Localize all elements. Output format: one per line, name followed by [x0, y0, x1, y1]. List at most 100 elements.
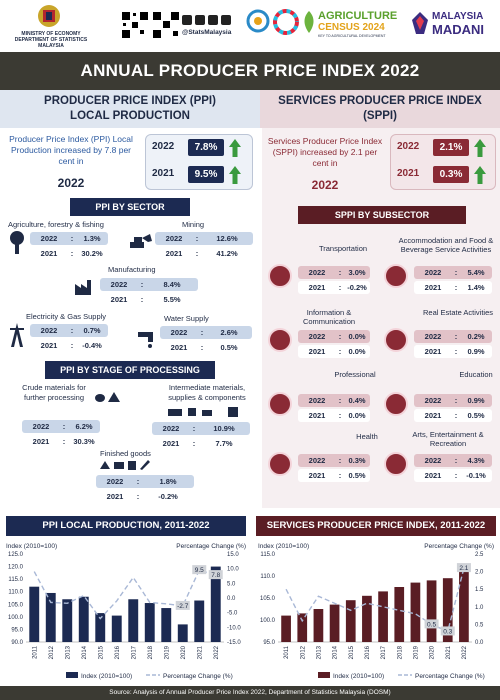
x-tick-label: 2012: [49, 645, 55, 659]
census-title: AGRICULTURE: [318, 10, 398, 22]
stage-crude-label: Crude materials for further processing: [22, 383, 86, 402]
sector-agriculture-2021: 2021:30.2%: [30, 247, 108, 260]
madani-line2: MADANI: [432, 22, 484, 37]
page-header: MINISTRY OF ECONOMY DEPARTMENT OF STATIS…: [0, 0, 500, 52]
subsector-2021: 2021:0.5%: [298, 469, 370, 482]
y-tick-label: 95.0: [11, 627, 23, 633]
finished-goods-icon: [100, 460, 150, 470]
y2-tick-label: 2.5: [475, 552, 484, 558]
stage-crude-2022: 2022:6.2%: [22, 420, 100, 433]
subsector-2022: 2022:5.4%: [414, 266, 492, 279]
bar: [29, 586, 40, 642]
bar: [442, 578, 453, 642]
arrow-up-icon: [229, 166, 241, 184]
bar: [210, 566, 221, 642]
data-label-bg: [208, 570, 223, 580]
sppi-summary-year: 2022: [311, 178, 339, 192]
sppi-chart-title: SERVICES PRODUCER PRICE INDEX, 2011-2022: [256, 516, 496, 536]
stage-intermediate-2022: 2022:10.9%: [152, 422, 250, 435]
logo-icon: [246, 9, 270, 33]
y-tick-label: 115.0: [8, 577, 23, 583]
youtube-icon[interactable]: [221, 15, 231, 25]
x-tick-label: 2011: [32, 645, 38, 659]
sppi-headline-value-2022: 2.1%: [433, 139, 469, 156]
subsector-label: Information & Communication: [302, 308, 356, 326]
bar: [394, 587, 405, 642]
subsector-2021: 2021: -0.2%: [298, 281, 370, 294]
qr-code-icon: [152, 11, 180, 39]
subsector-label: Transportation: [318, 244, 368, 253]
x-tick-label: 2021: [446, 645, 452, 659]
sector-mining-2022: 2022:12.6%: [155, 232, 253, 245]
ppi-headline-year-2022: 2022: [152, 141, 175, 152]
legend-line-label: Percentage Change (%): [415, 673, 485, 680]
census-sub: CENSUS 2024: [318, 22, 385, 33]
x-tick-label: 2015: [349, 645, 355, 659]
bar: [362, 595, 372, 642]
data-label-bg: [424, 619, 439, 629]
intermediate-materials-icon: [168, 407, 238, 417]
x-tick-label: 2017: [381, 645, 387, 659]
x-tick-label: 2020: [430, 645, 436, 659]
ppi-heading-line2: LOCAL PRODUCTION: [70, 110, 190, 122]
subsector-label: Accommodation and Food & Beverage Servic…: [398, 236, 494, 254]
ppi-stage-title: PPI BY STAGE OF PROCESSING: [45, 361, 215, 379]
y2-tick-label: 0.0: [475, 640, 484, 646]
y2-tick-label: -10.0: [227, 625, 241, 631]
x-tick-label: 2014: [82, 645, 88, 659]
x-icon[interactable]: [208, 15, 218, 25]
sector-water-label: Water Supply: [164, 314, 209, 323]
subsector-2022: 2022:0.0%: [298, 330, 370, 343]
social-handle[interactable]: @StatsMalaysia: [182, 29, 232, 36]
y2-tick-label: 1.0: [475, 605, 484, 611]
y2-tick-label: -15.0: [227, 640, 241, 646]
facebook-icon[interactable]: [195, 15, 205, 25]
y2-tick-label: 0.5: [475, 622, 484, 628]
sppi-headline-year-2021: 2021: [397, 168, 420, 179]
x-tick-label: 2013: [65, 645, 71, 659]
ppi-headline-year-2021: 2021: [152, 168, 175, 179]
census-tag: KEY TO AGRICULTURAL DEVELOPMENT: [318, 34, 386, 38]
data-label-bg: [440, 626, 455, 636]
subsector-2022: 2022:0.3%: [298, 454, 370, 467]
sppi-headline-year-2022: 2022: [397, 141, 420, 152]
series-line: [33, 569, 216, 620]
social-icons: [182, 15, 231, 25]
y-tick-label: 110.0: [260, 574, 275, 580]
data-label: -2.7: [177, 603, 189, 610]
subsector-2021: 2021:1.4%: [414, 281, 492, 294]
sector-mining-label: Mining: [182, 220, 205, 229]
bar: [95, 613, 106, 642]
y-tick-label: 105.0: [260, 596, 276, 602]
data-label: 0.5: [427, 621, 436, 628]
sector-electricity-label: Electricity & Gas Supply: [26, 312, 107, 321]
sppi-heading-line1: SERVICES PRODUCER PRICE INDEX: [278, 95, 482, 107]
y-tick-label: 100.0: [8, 615, 24, 621]
sppi-heading-line2: (SPPI): [363, 110, 397, 122]
ministry-line2: DEPARTMENT OF STATISTICS MALAYSIA: [14, 37, 88, 49]
bar: [313, 609, 324, 642]
ppi-summary: Producer Price Index (PPI) Local Product…: [9, 134, 133, 166]
stage-crude-2021: 2021:30.3%: [22, 435, 100, 448]
stage-intermediate-label: Intermediate materials, supplies & compo…: [168, 383, 246, 402]
bar: [281, 615, 291, 642]
subsector-2021: 2021:0.5%: [414, 409, 492, 422]
y-axis-label: Index (2010=100): [6, 543, 57, 550]
factory-icon: [75, 280, 91, 295]
series-line: [285, 567, 465, 633]
x-tick-label: 2019: [413, 645, 419, 659]
sector-manufacturing-label: Manufacturing: [108, 265, 156, 274]
bar: [297, 613, 308, 642]
y-axis-label: Index (2010=100): [258, 543, 309, 550]
ppi-headline-value-2021: 9.5%: [188, 166, 224, 183]
sector-manufacturing-2021: 2021:5.5%: [100, 293, 198, 306]
y-tick-label: 115.0: [260, 552, 275, 558]
bar: [410, 582, 421, 642]
stage-finished-2022: 2022:1.8%: [96, 475, 194, 488]
data-label-bg: [175, 600, 190, 610]
bar: [45, 592, 56, 642]
instagram-icon[interactable]: [182, 15, 192, 25]
bar: [329, 604, 340, 642]
x-tick-label: 2016: [115, 645, 121, 659]
ppi-chart: Index (2010=100) Percentage Change (%) 125…: [6, 543, 246, 680]
